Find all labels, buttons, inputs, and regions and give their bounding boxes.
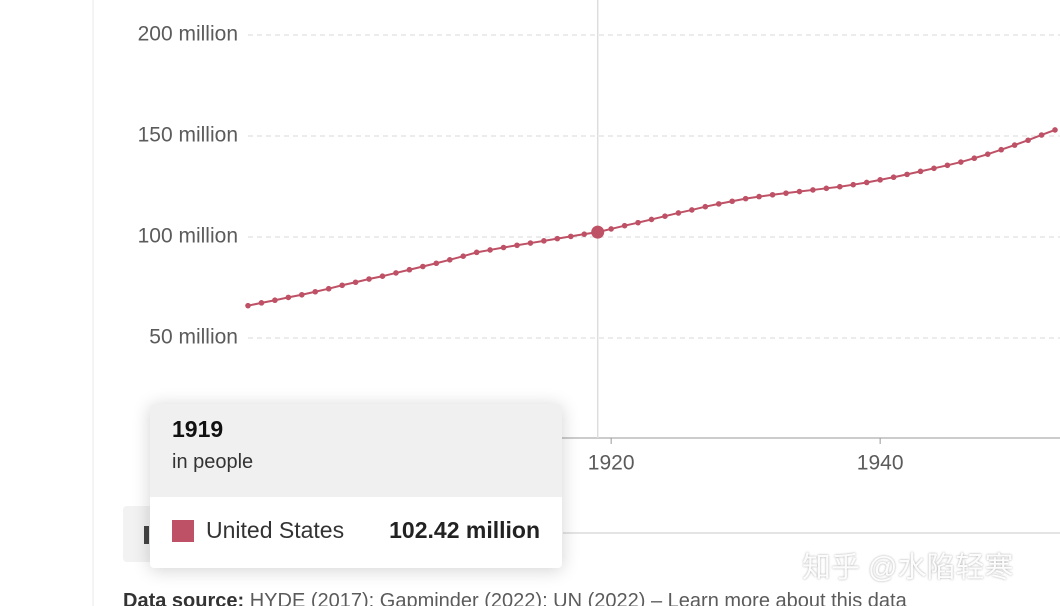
data-point xyxy=(460,253,467,259)
data-point xyxy=(1011,142,1018,148)
source-text[interactable]: HYDE (2017); Gapminder (2022); UN (2022)… xyxy=(249,590,907,606)
tooltip-swatch xyxy=(172,519,194,542)
data-point xyxy=(514,242,520,249)
data-point xyxy=(877,177,883,183)
data-point xyxy=(487,247,493,253)
data-point xyxy=(648,216,655,223)
data-point xyxy=(783,190,789,196)
data-point xyxy=(998,146,1004,153)
data-point xyxy=(662,213,668,219)
data-point xyxy=(272,297,278,304)
data-point xyxy=(285,294,292,301)
data-point xyxy=(850,181,857,188)
data-point xyxy=(796,188,803,195)
data-point xyxy=(635,219,641,226)
data-point xyxy=(527,240,534,246)
data-point xyxy=(554,235,561,242)
tooltip-header: 1919 in people xyxy=(150,404,562,497)
source-label: Data source: xyxy=(123,590,245,606)
data-point xyxy=(1052,127,1058,133)
data-point xyxy=(890,174,897,181)
data-point xyxy=(837,183,843,190)
data-point xyxy=(1038,132,1045,138)
data-point xyxy=(339,282,345,289)
data-point xyxy=(944,162,951,169)
data-point xyxy=(406,266,413,273)
data-point xyxy=(366,276,372,282)
tooltip: 1919 in people United States 102.42 mill… xyxy=(150,404,562,568)
data-point xyxy=(715,201,722,207)
data-point xyxy=(299,291,305,298)
data-point xyxy=(312,288,319,295)
data-point xyxy=(446,257,453,263)
data-point xyxy=(863,179,870,186)
tooltip-year: 1919 xyxy=(172,416,224,442)
tooltip-series: United States xyxy=(206,517,345,543)
data-point xyxy=(568,233,574,240)
data-point xyxy=(675,210,682,216)
watermark: 知乎 @水陷轻寒 xyxy=(802,552,1014,584)
data-point xyxy=(984,151,991,157)
data-point xyxy=(917,168,924,175)
tooltip-unit: in people xyxy=(172,451,254,473)
data-point xyxy=(245,302,251,309)
y-tick-label: 50 million xyxy=(149,326,238,349)
data-point xyxy=(756,193,762,200)
data-point xyxy=(689,207,695,213)
data-point xyxy=(904,171,910,178)
data-point xyxy=(931,165,937,172)
data-point xyxy=(591,225,605,239)
data-point xyxy=(1025,137,1031,144)
data-point xyxy=(769,191,776,198)
tooltip-row: United States 102.42 million xyxy=(150,497,562,544)
data-point xyxy=(971,155,978,162)
data-point xyxy=(621,222,628,229)
data-point xyxy=(823,185,830,192)
data-point xyxy=(473,249,480,256)
data-point xyxy=(702,203,709,210)
data-point xyxy=(581,231,588,237)
data-point xyxy=(742,195,749,202)
button-icon xyxy=(144,526,149,544)
data-point xyxy=(810,187,816,193)
data-point xyxy=(433,260,440,267)
tooltip-value: 102.42 million xyxy=(389,517,540,543)
y-tick-label: 200 million xyxy=(138,23,238,46)
y-tick-label: 100 million xyxy=(138,225,238,248)
x-tick-label: 1920 xyxy=(588,452,635,475)
data-point xyxy=(379,273,386,279)
data-point xyxy=(420,263,426,270)
data-point xyxy=(258,300,265,306)
data-point xyxy=(500,244,507,251)
data-point xyxy=(393,270,399,276)
data-point xyxy=(729,198,735,205)
source-note: Data source: HYDE (2017); Gapminder (202… xyxy=(123,590,907,606)
data-point xyxy=(325,285,332,292)
data-point xyxy=(608,226,614,232)
data-point xyxy=(352,279,359,286)
y-tick-label: 150 million xyxy=(138,124,238,147)
data-point xyxy=(541,238,547,244)
data-point xyxy=(958,159,964,165)
x-tick-label: 1940 xyxy=(857,452,904,475)
